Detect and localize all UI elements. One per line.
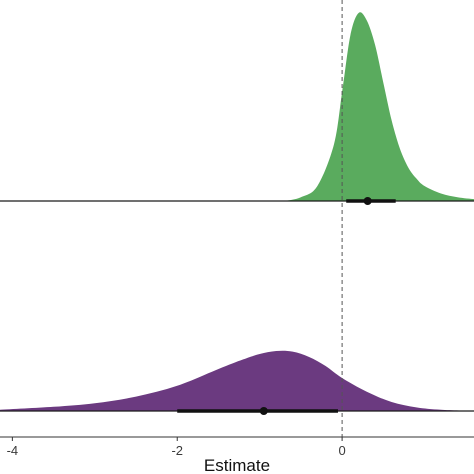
point-estimate-2	[259, 407, 268, 415]
interval-layer	[177, 197, 396, 415]
density-area-1	[284, 12, 474, 201]
density-layer	[0, 12, 474, 411]
x-tick-label-1: -4	[7, 443, 19, 458]
x-axis-title: Estimate	[204, 456, 270, 474]
density-area-2	[0, 350, 474, 411]
x-tick-label-3: 0	[338, 443, 345, 458]
x-axis-ticks: -4 -2 0	[7, 437, 346, 458]
x-tick-label-2: -2	[171, 443, 183, 458]
point-estimate-1	[363, 197, 372, 205]
